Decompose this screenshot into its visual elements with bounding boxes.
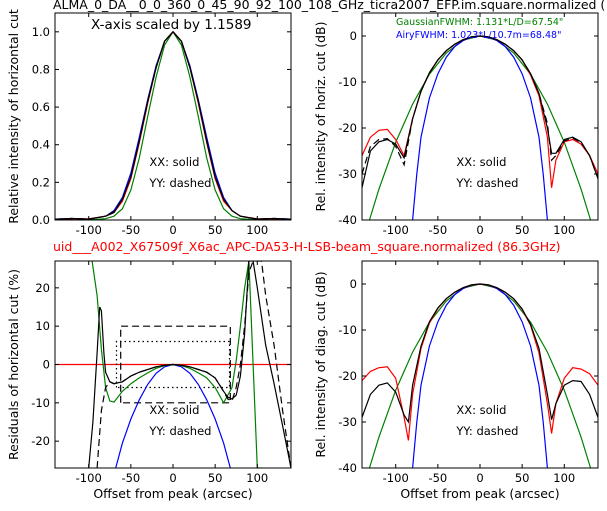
x-tick-label: 0 bbox=[476, 223, 483, 237]
x-tick-label: 100 bbox=[553, 471, 575, 485]
x-tick-label: -50 bbox=[428, 223, 447, 237]
x-tick-label: 50 bbox=[208, 223, 223, 237]
y-tick-label: -20 bbox=[338, 369, 357, 383]
y-tick-label: 20 bbox=[35, 281, 50, 295]
plot-area-tl bbox=[55, 30, 291, 220]
x-tick-label: 0 bbox=[169, 223, 176, 237]
y-tick-label: 0.6 bbox=[32, 100, 50, 114]
x-axis-label: Offset from peak (arcsec) bbox=[400, 486, 559, 501]
series-line-tl-4 bbox=[55, 30, 291, 220]
x-axis-label: Offset from peak (arcsec) bbox=[93, 486, 252, 501]
series-line-tr-0 bbox=[368, 35, 592, 220]
y-tick-label: -30 bbox=[338, 415, 357, 429]
x-tick-label: -50 bbox=[121, 471, 140, 485]
scale-annotation: X-axis scaled by 1.1589 bbox=[91, 17, 252, 33]
y-tick-label: -10 bbox=[31, 396, 50, 410]
x-tick-label: 50 bbox=[515, 223, 530, 237]
legend-entry: YY: dashed bbox=[455, 424, 518, 438]
y-tick-label: 0.0 bbox=[32, 213, 50, 227]
y-tick-label: 0 bbox=[350, 29, 357, 43]
y-tick-label: 1.0 bbox=[32, 25, 50, 39]
legend-entry: XX: solid bbox=[456, 403, 506, 417]
y-tick-label: -20 bbox=[31, 434, 50, 448]
legend-entry: XX: solid bbox=[149, 403, 199, 417]
y-tick-label: 0 bbox=[43, 358, 50, 372]
fwhm-annotation: GaussianFWHM: 1.131*L/D=67.54" bbox=[396, 17, 563, 28]
y-tick-label: -40 bbox=[338, 213, 357, 227]
series-line-tr-1 bbox=[411, 35, 549, 220]
series-line-tr-4 bbox=[362, 35, 598, 179]
y-tick-label: 0.2 bbox=[32, 175, 50, 189]
series-line-br-3 bbox=[362, 283, 598, 424]
y-axis-label: Relative intensity of horizontal cut bbox=[6, 9, 21, 224]
series-line-tl-2 bbox=[55, 30, 291, 220]
y-tick-label: -40 bbox=[338, 461, 357, 475]
y-tick-label: 0.4 bbox=[32, 138, 50, 152]
x-tick-label: -100 bbox=[76, 471, 102, 485]
y-tick-label: -20 bbox=[338, 121, 357, 135]
series-line-bl-6 bbox=[96, 261, 291, 468]
x-tick-label: 0 bbox=[169, 471, 176, 485]
y-tick-label: -10 bbox=[338, 75, 357, 89]
series-line-bl-2 bbox=[115, 340, 231, 389]
y-axis-label: Residuals of horizontal cut (%) bbox=[6, 269, 21, 460]
figure-title: ALMA_0_DA__0_0_360_0_45_90_92_100_108_GH… bbox=[53, 0, 605, 12]
y-axis-label: Rel. intensity of horiz. cut (dB) bbox=[313, 21, 328, 211]
plot-area-br bbox=[362, 283, 598, 468]
legend-entry: YY: dashed bbox=[148, 424, 211, 438]
x-tick-label: 100 bbox=[553, 223, 575, 237]
figure-subtitle: uid___A002_X67509f_X6ac_APC-DA53-H-LSB-b… bbox=[53, 239, 561, 254]
series-line-tl-0 bbox=[55, 30, 291, 220]
plot-area-tr bbox=[362, 35, 598, 220]
x-tick-label: 100 bbox=[246, 223, 268, 237]
series-line-tl-3 bbox=[55, 30, 291, 220]
legend-entry: YY: dashed bbox=[148, 176, 211, 190]
y-axis-label: Rel. intensity of diag. cut (dB) bbox=[313, 271, 328, 457]
y-tick-label: 0.8 bbox=[32, 62, 50, 76]
x-tick-label: -50 bbox=[121, 223, 140, 237]
fwhm-annotation: AiryFWHM: 1.023*L/10.7m=68.48" bbox=[396, 30, 561, 41]
y-tick-label: -30 bbox=[338, 167, 357, 181]
legend-entry: YY: dashed bbox=[455, 176, 518, 190]
x-tick-label: 50 bbox=[208, 471, 223, 485]
x-tick-label: -100 bbox=[76, 223, 102, 237]
x-tick-label: 0 bbox=[476, 471, 483, 485]
series-line-tl-1 bbox=[55, 30, 291, 220]
x-tick-label: 50 bbox=[515, 471, 530, 485]
series-line-bl-1 bbox=[120, 325, 231, 404]
x-tick-label: -100 bbox=[383, 471, 409, 485]
y-tick-label: 10 bbox=[35, 319, 50, 333]
x-tick-label: -50 bbox=[428, 471, 447, 485]
x-tick-label: -100 bbox=[383, 223, 409, 237]
chart-panel-tl: -100 -50 0 50 100 0.0 0.2 0.4 0.6 0.8 1.0 Relative … bbox=[6, 9, 292, 237]
y-tick-label: -10 bbox=[338, 323, 357, 337]
plot-area-bl bbox=[55, 261, 291, 468]
x-tick-label: 100 bbox=[246, 471, 268, 485]
series-line-br-1 bbox=[411, 283, 549, 468]
legend-entry: XX: solid bbox=[456, 155, 506, 169]
y-tick-label: 0 bbox=[350, 277, 357, 291]
legend-entry: XX: solid bbox=[149, 155, 199, 169]
